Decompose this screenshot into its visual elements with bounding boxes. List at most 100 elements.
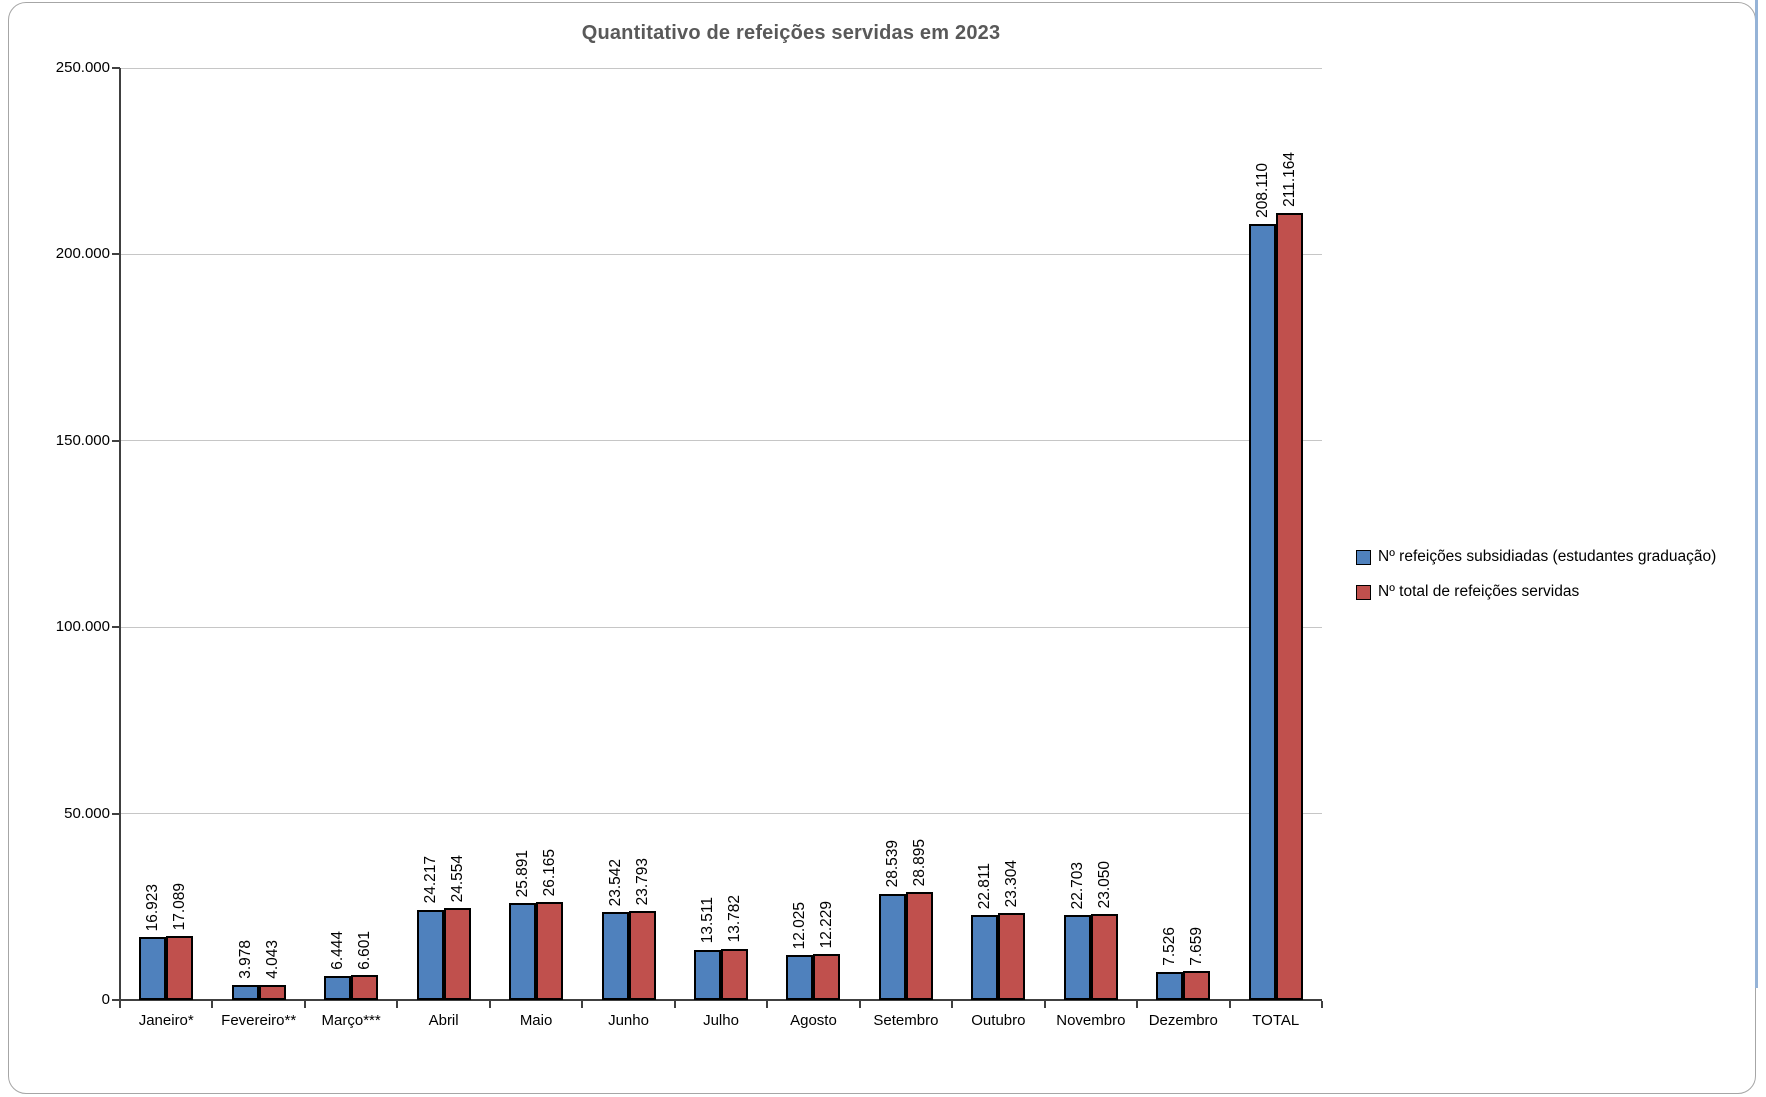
gridline xyxy=(120,253,1322,255)
x-axis-tick xyxy=(766,1001,769,1008)
bar-subsidiadas xyxy=(231,985,259,1000)
legend-label-subsidiadas: Nº refeições subsidiadas (estudantes gra… xyxy=(1378,548,1717,565)
bar-value-label: 4.043 xyxy=(263,940,281,979)
x-axis-category-label: Maio xyxy=(519,1012,553,1029)
x-axis-category-label: Junho xyxy=(608,1012,649,1029)
bar-subsidiadas xyxy=(324,975,352,1000)
y-axis-label: 50.000 xyxy=(64,804,110,822)
chart-title: Quantitativo de refeições servidas em 20… xyxy=(581,22,1001,44)
bar-value-label: 23.793 xyxy=(633,857,651,906)
bar-subsidiadas xyxy=(416,909,444,1000)
bar-subsidiadas xyxy=(509,903,537,1000)
x-axis-category-label: Abril xyxy=(428,1012,459,1029)
x-axis-line xyxy=(120,999,1322,1001)
y-axis-tick xyxy=(112,439,120,442)
x-axis-category-label: Fevereiro** xyxy=(221,1012,297,1029)
bar-value-label: 25.891 xyxy=(514,850,532,898)
x-axis-category-label: Novembro xyxy=(1056,1012,1126,1029)
bar-total xyxy=(166,936,194,1000)
legend-swatch-subsidiadas xyxy=(1356,549,1371,565)
window-right-edge-line xyxy=(1755,0,1758,988)
gridline xyxy=(120,626,1322,628)
bar-total xyxy=(998,913,1026,1000)
x-axis-tick xyxy=(1321,1001,1323,1008)
y-axis-tick xyxy=(112,812,120,815)
bar-value-label: 12.229 xyxy=(818,901,836,949)
x-axis-tick xyxy=(858,1001,861,1008)
x-axis-tick xyxy=(673,1001,676,1008)
bar-total xyxy=(351,975,379,1000)
bar-total xyxy=(258,984,286,1000)
bar-total xyxy=(628,911,656,1000)
y-axis-label: 100.000 xyxy=(55,618,110,636)
bar-value-label: 13.511 xyxy=(699,897,716,944)
bar-total xyxy=(813,954,841,1000)
legend-item-subsidiadas: Nº refeições subsidiadas (estudantes gra… xyxy=(1356,546,1716,568)
bar-value-label: 16.923 xyxy=(144,883,162,931)
x-axis-category-label: Agosto xyxy=(790,1012,837,1029)
x-axis-category-label: Setembro xyxy=(873,1012,939,1029)
bar-total xyxy=(721,948,748,1000)
gridline xyxy=(120,440,1322,442)
bar-value-label: 24.217 xyxy=(421,856,439,904)
bar-value-label: 26.165 xyxy=(541,849,559,897)
y-axis-tick xyxy=(112,67,120,69)
x-axis-category-label: TOTAL xyxy=(1252,1012,1300,1029)
bar-subsidiadas xyxy=(786,955,814,1000)
y-axis-tick xyxy=(112,626,120,629)
x-axis-category-label: Julho xyxy=(703,1012,739,1029)
y-axis-label: 200.000 xyxy=(55,245,110,263)
bar-subsidiadas xyxy=(1248,224,1276,1000)
legend: Nº refeições subsidiadas (estudantes gra… xyxy=(1356,546,1716,616)
y-axis-label: 250.000 xyxy=(55,59,110,76)
gridline xyxy=(120,67,1322,69)
bar-value-label: 208.110 xyxy=(1253,163,1271,219)
bar-subsidiadas xyxy=(1156,971,1184,1000)
bar-value-label: 23.304 xyxy=(1003,859,1021,908)
bar-subsidiadas xyxy=(971,914,999,1000)
bar-value-label: 17.089 xyxy=(171,882,189,931)
bar-total xyxy=(1275,212,1303,1000)
bar-value-label: 22.811 xyxy=(976,862,994,909)
bar-subsidiadas xyxy=(139,936,167,1000)
gridline xyxy=(120,813,1322,815)
bar-total xyxy=(905,892,933,1000)
y-axis-tick xyxy=(112,999,120,1001)
bar-subsidiadas xyxy=(694,949,721,1000)
bar-value-label: 6.444 xyxy=(329,931,347,970)
x-axis-category-label: Janeiro* xyxy=(138,1012,194,1029)
bar-value-label: 3.978 xyxy=(236,940,254,980)
bar-value-label: 23.050 xyxy=(1095,860,1113,909)
bar-value-label: 22.703 xyxy=(1068,861,1086,910)
x-axis-tick xyxy=(1228,1001,1231,1008)
bar-subsidiadas xyxy=(601,912,629,1000)
legend-swatch-total xyxy=(1356,584,1371,600)
x-axis-tick xyxy=(303,1001,306,1008)
legend-label-total: Nº total de refeições servidas xyxy=(1378,583,1580,600)
x-axis-tick xyxy=(396,1001,399,1008)
y-axis-label: 0 xyxy=(101,991,110,1008)
x-axis-category-label: Dezembro xyxy=(1148,1012,1218,1029)
bar-total xyxy=(536,902,564,1000)
x-axis-category-label: Outubro xyxy=(971,1012,1026,1029)
bar-total xyxy=(1183,971,1211,1000)
bar-total xyxy=(443,908,471,1000)
bar-subsidiadas xyxy=(1063,915,1091,1000)
bar-value-label: 7.526 xyxy=(1161,927,1179,966)
bar-value-label: 23.542 xyxy=(606,858,624,907)
x-axis-tick xyxy=(1043,1001,1046,1008)
bar-value-label: 28.539 xyxy=(883,840,901,888)
x-axis-tick xyxy=(488,1001,491,1008)
bar-value-label: 24.554 xyxy=(448,855,466,903)
bar-value-label: 7.659 xyxy=(1188,926,1206,966)
x-axis-tick xyxy=(581,1001,584,1008)
bar-value-label: 211.164 xyxy=(1280,151,1298,207)
x-axis-tick xyxy=(951,1001,954,1008)
x-axis-category-label: Março*** xyxy=(321,1012,381,1029)
bar-value-label: 6.601 xyxy=(356,930,374,970)
y-axis-line xyxy=(119,68,121,1000)
x-axis-tick xyxy=(211,1001,214,1008)
y-axis-tick xyxy=(112,253,120,256)
